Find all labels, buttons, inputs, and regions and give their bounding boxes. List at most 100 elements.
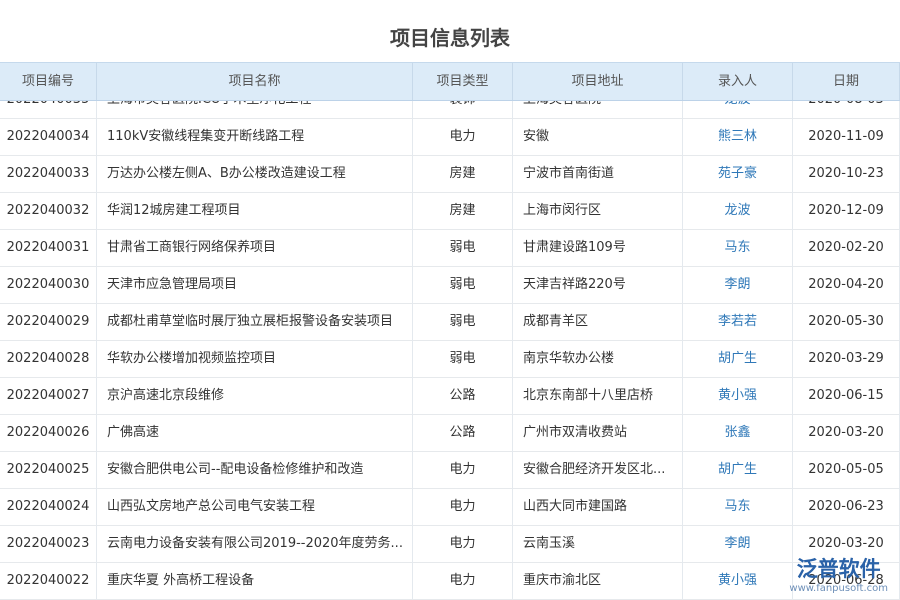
table-row: 2022040023 云南电力设备安装有限公司2019--2020年度劳务... 电… <box>0 525 900 563</box>
table-cell: 胡广生 <box>683 340 793 377</box>
table-cell: 2022040027 <box>0 377 97 414</box>
table-cell: 重庆市渝北区 <box>513 562 683 599</box>
table-cell: 2022040033 <box>0 155 97 192</box>
column-header: 录入人 <box>683 63 793 100</box>
table-cell: 弱电 <box>413 303 513 340</box>
watermark-url: www.fanpusoft.com <box>789 583 888 594</box>
table-cell: 2022040023 <box>0 525 97 562</box>
table-cell: 公路 <box>413 414 513 451</box>
table-row: 2022040022 重庆华夏 外高桥工程设备 电力 重庆市渝北区 黄小强 2020-06… <box>0 562 900 600</box>
table-cell: 马东 <box>683 229 793 266</box>
table-row: 2022040028 华软办公楼增加视频监控项目 弱电 南京华软办公楼 胡广生 2020-… <box>0 340 900 378</box>
table-cell: 云南电力设备安装有限公司2019--2020年度劳务... <box>97 525 413 562</box>
table-cell: 华润12城房建工程项目 <box>97 192 413 229</box>
table-cell: 房建 <box>413 192 513 229</box>
table-cell: 李若若 <box>683 303 793 340</box>
table-cell: 重庆华夏 外高桥工程设备 <box>97 562 413 599</box>
table-cell: 2022040035 <box>0 99 97 118</box>
table-row: 2022040032 华润12城房建工程项目 房建 上海市闵行区 龙波 2020-12-0… <box>0 192 900 230</box>
table-cell: 2022040022 <box>0 562 97 599</box>
table-cell: 山西弘文房地产总公司电气安装工程 <box>97 488 413 525</box>
table-cell: 弱电 <box>413 340 513 377</box>
table-cell: 2020-12-09 <box>793 192 900 229</box>
table-cell: 龙波 <box>683 192 793 229</box>
table-cell: 龙波 <box>683 99 793 118</box>
table-row: 2022040035 上海市美容医院ICU手术室净化工程 装饰 上海美容医院 龙波 202… <box>0 99 900 119</box>
table-cell: 上海市美容医院ICU手术室净化工程 <box>97 99 413 118</box>
table-cell: 成都杜甫草堂临时展厅独立展柜报警设备安装项目 <box>97 303 413 340</box>
table-cell: 弱电 <box>413 266 513 303</box>
table-cell: 装饰 <box>413 99 513 118</box>
table-cell: 安徽合肥供电公司--配电设备检修维护和改造 <box>97 451 413 488</box>
page-title: 项目信息列表 <box>390 26 510 50</box>
table-cell: 成都青羊区 <box>513 303 683 340</box>
table-cell: 黄小强 <box>683 562 793 599</box>
table-cell: 云南玉溪 <box>513 525 683 562</box>
table-cell: 2022040025 <box>0 451 97 488</box>
table-row: 2022040029 成都杜甫草堂临时展厅独立展柜报警设备安装项目 弱电 成都青羊区李… <box>0 303 900 341</box>
table-cell: 华软办公楼增加视频监控项目 <box>97 340 413 377</box>
table-cell: 2022040024 <box>0 488 97 525</box>
table-cell: 天津市应急管理局项目 <box>97 266 413 303</box>
table-cell: 万达办公楼左侧A、B办公楼改造建设工程 <box>97 155 413 192</box>
table-cell: 2022040032 <box>0 192 97 229</box>
table-cell: 2022040029 <box>0 303 97 340</box>
table-cell: 弱电 <box>413 229 513 266</box>
table-cell: 安徽 <box>513 118 683 155</box>
table-cell: 2020-06-23 <box>793 488 900 525</box>
table-cell: 2022040030 <box>0 266 97 303</box>
table-cell: 安徽合肥经济开发区北... <box>513 451 683 488</box>
table-row: 2022040027 京沪高速北京段维修 公路 北京东南部十八里店桥 黄小强 2020-0… <box>0 377 900 415</box>
table-header: 项目编号 项目名称 项目类型 项目地址 录入人 日期 <box>0 62 900 101</box>
table-row: 2022040031 甘肃省工商银行网络保养项目 弱电 甘肃建设路109号 马东 2020… <box>0 229 900 267</box>
table-cell: 苑子豪 <box>683 155 793 192</box>
table-cell: 京沪高速北京段维修 <box>97 377 413 414</box>
column-header: 项目编号 <box>0 63 97 100</box>
table-cell: 上海市闵行区 <box>513 192 683 229</box>
table-cell: 广州市双清收费站 <box>513 414 683 451</box>
table-cell: 2020-02-20 <box>793 229 900 266</box>
table-cell: 甘肃省工商银行网络保养项目 <box>97 229 413 266</box>
table-cell: 2020-05-05 <box>793 451 900 488</box>
table-cell: 李朗 <box>683 525 793 562</box>
table-cell: 马东 <box>683 488 793 525</box>
table-cell: 熊三林 <box>683 118 793 155</box>
table-cell: 电力 <box>413 451 513 488</box>
table-cell: 电力 <box>413 118 513 155</box>
table-cell: 房建 <box>413 155 513 192</box>
table-cell: 南京华软办公楼 <box>513 340 683 377</box>
table-cell: 2022040034 <box>0 118 97 155</box>
column-header: 日期 <box>793 63 900 100</box>
table-row: 2022040033 万达办公楼左侧A、B办公楼改造建设工程 房建 宁波市首南街道 苑子… <box>0 155 900 193</box>
table-cell: 公路 <box>413 377 513 414</box>
column-header: 项目地址 <box>513 63 683 100</box>
table-cell: 2022040031 <box>0 229 97 266</box>
table-cell: 张鑫 <box>683 414 793 451</box>
table-row: 2022040025 安徽合肥供电公司--配电设备检修维护和改造 电力 安徽合肥经济开… <box>0 451 900 489</box>
table-cell: 电力 <box>413 562 513 599</box>
table-row: 2022040026 广佛高速 公路 广州市双清收费站 张鑫 2020-03-20 <box>0 414 900 452</box>
table-cell: 李朗 <box>683 266 793 303</box>
table-cell: 110kV安徽线程集变开断线路工程 <box>97 118 413 155</box>
table-cell: 2020-05-30 <box>793 303 900 340</box>
watermark: 泛普软件 www.fanpusoft.com <box>789 553 888 594</box>
table-cell: 天津吉祥路220号 <box>513 266 683 303</box>
table-cell: 2020-03-29 <box>793 340 900 377</box>
table-cell: 电力 <box>413 525 513 562</box>
table-cell: 上海美容医院 <box>513 99 683 118</box>
column-header: 项目类型 <box>413 63 513 100</box>
table-cell: 山西大同市建国路 <box>513 488 683 525</box>
table-row: 2022040030 天津市应急管理局项目 弱电 天津吉祥路220号 李朗 2020-04… <box>0 266 900 304</box>
table-cell: 2022040026 <box>0 414 97 451</box>
table-cell: 2020-08-03 <box>793 99 900 118</box>
table-cell: 黄小强 <box>683 377 793 414</box>
watermark-brand: 泛普软件 <box>796 557 881 581</box>
table-cell: 宁波市首南街道 <box>513 155 683 192</box>
table-cell: 2020-10-23 <box>793 155 900 192</box>
table-cell: 北京东南部十八里店桥 <box>513 377 683 414</box>
table-cell: 2020-03-20 <box>793 414 900 451</box>
table-cell: 广佛高速 <box>97 414 413 451</box>
table-cell: 胡广生 <box>683 451 793 488</box>
table-cell: 2020-11-09 <box>793 118 900 155</box>
